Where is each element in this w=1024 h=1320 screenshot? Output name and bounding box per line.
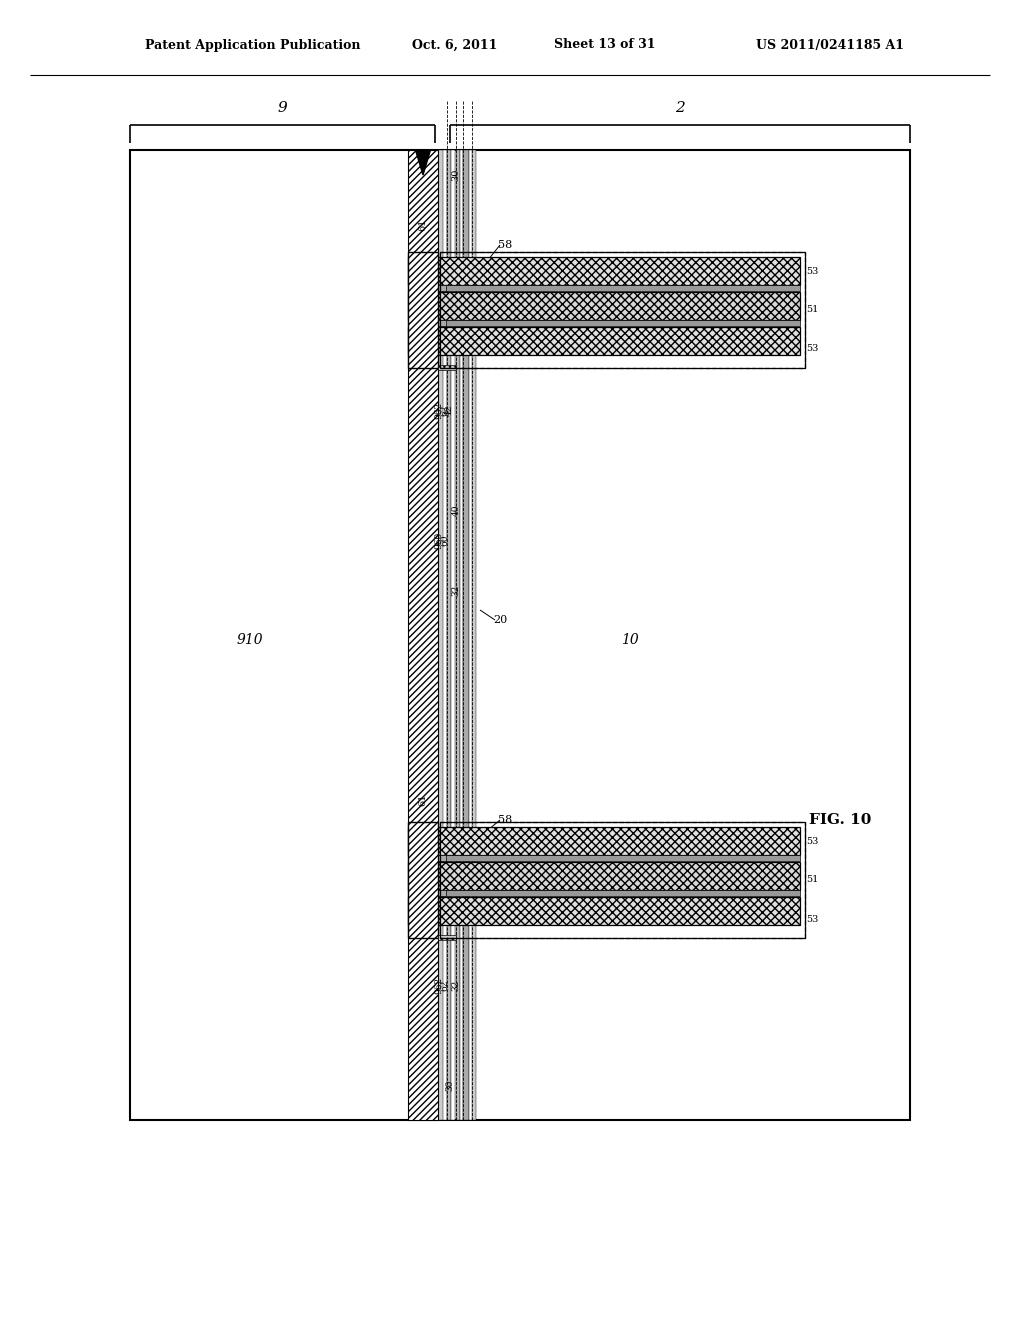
Text: 50: 50 [594, 871, 606, 880]
Text: 52: 52 [594, 907, 606, 916]
Text: 53: 53 [806, 915, 818, 924]
Text: 2: 2 [675, 102, 685, 115]
Bar [472, 150, 476, 1119]
Text: 51: 51 [806, 305, 818, 314]
Bar [438, 285, 446, 290]
Bar [438, 364, 456, 370]
Bar [408, 327, 438, 355]
Text: 32: 32 [452, 585, 461, 595]
Text: 53: 53 [806, 345, 818, 354]
Bar [438, 327, 800, 355]
Polygon shape [416, 150, 430, 176]
Text: 10: 10 [622, 634, 639, 647]
Text: 51: 51 [806, 875, 818, 884]
Bar [443, 150, 447, 1119]
Bar [438, 319, 800, 326]
Bar [463, 150, 469, 1119]
Bar [440, 252, 805, 368]
Text: 52: 52 [594, 267, 606, 276]
Bar [456, 150, 460, 1119]
Text: 53: 53 [806, 837, 818, 846]
Text: 61: 61 [418, 793, 427, 807]
Text: 61: 61 [418, 219, 427, 231]
Text: 40: 40 [452, 504, 461, 516]
Text: 960: 960 [434, 532, 443, 549]
Text: Patent Application Publication: Patent Application Publication [145, 38, 360, 51]
Bar [452, 150, 456, 1119]
Bar [438, 862, 800, 890]
Bar [440, 822, 805, 939]
Bar [408, 150, 438, 1119]
Bar [408, 292, 438, 319]
Text: 962: 962 [434, 401, 443, 418]
Text: 52: 52 [594, 837, 606, 846]
Text: 58: 58 [498, 814, 512, 825]
Bar [438, 828, 800, 855]
Bar [438, 890, 446, 895]
Bar [438, 319, 446, 326]
Bar [438, 257, 800, 285]
Text: 30: 30 [445, 1080, 455, 1090]
Text: 62: 62 [440, 404, 449, 416]
Text: 62: 62 [440, 979, 449, 991]
Bar [408, 862, 438, 890]
Text: 32: 32 [452, 979, 461, 990]
Text: Sheet 13 of 31: Sheet 13 of 31 [554, 38, 655, 51]
Text: 30: 30 [452, 169, 461, 181]
Text: 42: 42 [444, 404, 454, 416]
Bar [438, 898, 800, 925]
Bar [408, 252, 438, 368]
Bar [438, 935, 456, 940]
Text: 52: 52 [594, 337, 606, 346]
Bar [408, 828, 438, 855]
Text: US 2011/0241185 A1: US 2011/0241185 A1 [756, 38, 904, 51]
Text: 910: 910 [237, 634, 263, 647]
Bar [130, 150, 910, 1119]
Text: 58: 58 [498, 240, 512, 249]
Bar [408, 822, 438, 939]
Bar [438, 855, 800, 861]
Text: 962: 962 [434, 977, 443, 994]
Text: 53: 53 [806, 267, 818, 276]
Text: 9: 9 [278, 102, 287, 115]
Bar [438, 285, 800, 290]
Bar [438, 855, 446, 861]
Bar [438, 292, 800, 319]
Bar [438, 890, 800, 895]
Text: 50: 50 [594, 301, 606, 310]
Text: FIG. 10: FIG. 10 [809, 813, 871, 828]
Bar [438, 150, 443, 1119]
Bar [408, 898, 438, 925]
Bar [447, 150, 452, 1119]
Text: Oct. 6, 2011: Oct. 6, 2011 [413, 38, 498, 51]
Text: 20: 20 [493, 615, 507, 624]
Text: 60: 60 [440, 535, 449, 545]
Bar [469, 150, 472, 1119]
Bar [460, 150, 463, 1119]
Bar [408, 257, 438, 285]
